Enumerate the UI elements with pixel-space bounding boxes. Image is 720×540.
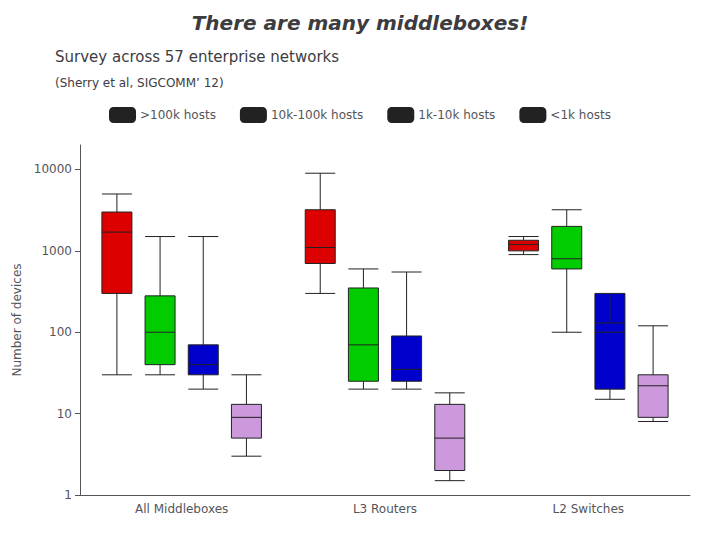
svg-text:There are many middleboxes!: There are many middleboxes!: [192, 11, 529, 35]
svg-text:(Sherry et al, SIGCOMM’ 12): (Sherry et al, SIGCOMM’ 12): [55, 76, 224, 90]
svg-text:<1k hosts: <1k hosts: [550, 108, 611, 122]
svg-text:100: 100: [49, 325, 72, 339]
svg-text:L3 Routers: L3 Routers: [353, 502, 417, 516]
svg-text:1000: 1000: [41, 244, 72, 258]
svg-text:10: 10: [57, 407, 72, 421]
svg-text:10k-100k hosts: 10k-100k hosts: [271, 108, 363, 122]
svg-text:>100k hosts: >100k hosts: [140, 108, 216, 122]
svg-text:All Middleboxes: All Middleboxes: [135, 502, 228, 516]
svg-text:10000: 10000: [34, 162, 72, 176]
svg-text:Survey across 57 enterprise ne: Survey across 57 enterprise networks: [55, 48, 339, 66]
svg-text:Number of devices: Number of devices: [10, 263, 24, 376]
svg-text:1k-10k hosts: 1k-10k hosts: [418, 108, 495, 122]
svg-text:L2 Switches: L2 Switches: [553, 502, 624, 516]
svg-text:1: 1: [64, 488, 72, 502]
